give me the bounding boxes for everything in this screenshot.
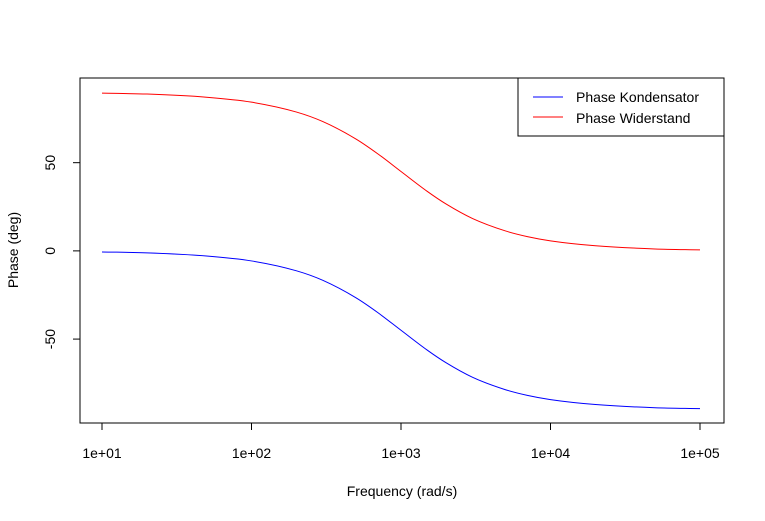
y-tick-label: 50 [42,155,58,171]
series-line-widerstand [101,92,701,251]
x-axis: 1e+01 1e+02 1e+03 1e+04 1e+05 [82,422,720,461]
series-line-kondensator [101,251,701,410]
y-tick-label: 0 [42,247,58,255]
x-tick-label: 1e+03 [381,445,421,461]
x-tick-label: 1e+05 [680,445,720,461]
legend-label-widerstand: Phase Widerstand [576,110,690,126]
legend-label-kondensator: Phase Kondensator [576,89,699,105]
x-tick-label: 1e+04 [531,445,571,461]
y-axis: -50 0 50 [42,155,81,349]
x-axis-title: Frequency (rad/s) [347,483,457,499]
y-axis-title: Phase (deg) [5,212,21,288]
legend-box [517,77,725,137]
legend: Phase Kondensator Phase Widerstand [517,77,725,137]
series-layer [101,92,701,410]
x-tick-label: 1e+02 [232,445,272,461]
x-tick-label: 1e+01 [82,445,122,461]
y-tick-label: -50 [42,329,58,349]
